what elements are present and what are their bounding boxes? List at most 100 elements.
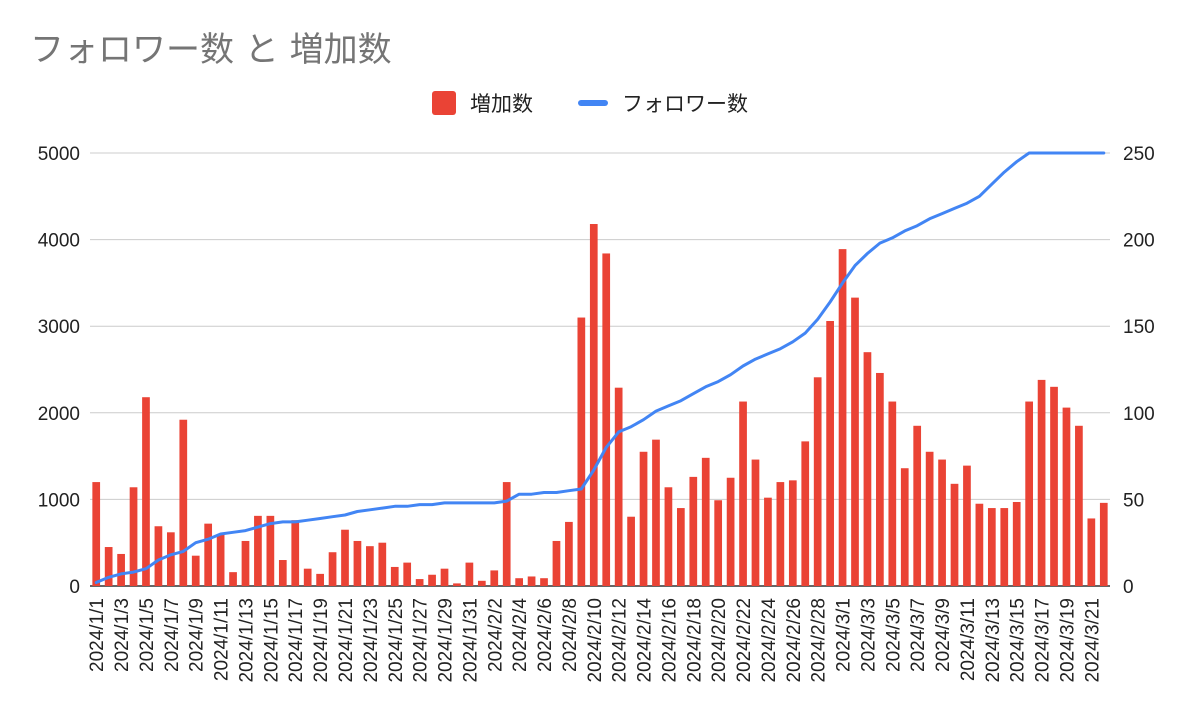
- bar: [204, 523, 213, 586]
- x-tick-label: 2024/1/9: [187, 598, 208, 672]
- x-tick-label: 2024/2/26: [784, 598, 805, 683]
- legend-item-followers: フォロワー数: [578, 88, 748, 118]
- x-tick-label: 2024/3/19: [1057, 598, 1078, 683]
- bar: [627, 516, 635, 586]
- bar: [428, 574, 436, 586]
- y-left-tick-label: 3000: [38, 317, 80, 338]
- x-tick-label: 2024/2/24: [759, 598, 780, 683]
- bar: [316, 573, 324, 586]
- bar: [652, 439, 660, 586]
- bar: [254, 515, 262, 586]
- x-tick-label: 2024/2/4: [510, 598, 531, 672]
- bar: [378, 542, 387, 586]
- x-tick-label: 2024/2/14: [635, 598, 656, 683]
- x-tick-label: 2024/3/3: [858, 598, 879, 672]
- bar: [602, 253, 611, 586]
- y-right-tick-label: 150: [1123, 317, 1155, 338]
- bar: [241, 540, 250, 586]
- y-left-tick-label: 5000: [38, 144, 80, 165]
- bar: [826, 321, 834, 586]
- bar: [1062, 407, 1071, 586]
- bar-series-increase: [92, 224, 1108, 586]
- x-tick-label: 2024/3/5: [883, 598, 904, 672]
- bar: [191, 555, 200, 586]
- bar: [900, 468, 909, 586]
- bar: [565, 521, 573, 586]
- x-tick-label: 2024/2/18: [684, 598, 705, 683]
- y-left-tick-label: 0: [69, 577, 80, 598]
- chart-legend: 増加数 フォロワー数: [0, 88, 1190, 118]
- bar: [502, 482, 511, 586]
- bar: [303, 568, 312, 586]
- bar: [291, 520, 300, 586]
- bar: [1012, 501, 1021, 586]
- bar: [440, 568, 449, 586]
- bar: [577, 317, 586, 586]
- bar: [589, 224, 598, 586]
- bar: [341, 529, 349, 586]
- x-tick-label: 2024/3/7: [908, 598, 929, 672]
- bar: [639, 451, 648, 586]
- bar: [975, 503, 984, 586]
- x-tick-label: 2024/1/25: [386, 598, 407, 683]
- bar: [701, 457, 710, 586]
- x-tick-label: 2024/2/22: [734, 598, 755, 683]
- bar: [938, 459, 946, 586]
- x-tick-label: 2024/1/31: [460, 598, 481, 683]
- chart-title: フォロワー数 と 増加数: [30, 30, 392, 70]
- bar: [788, 480, 797, 586]
- bar: [664, 487, 673, 586]
- x-tick-label: 2024/1/1: [87, 598, 108, 672]
- x-tick-label: 2024/1/23: [361, 598, 382, 683]
- bar: [403, 562, 412, 586]
- bar: [465, 562, 474, 586]
- followers-line: [94, 151, 1106, 584]
- bar: [353, 540, 362, 586]
- x-tick-label: 2024/3/11: [958, 598, 979, 681]
- bar: [813, 377, 822, 586]
- bar: [801, 441, 810, 586]
- x-tick-label: 2024/1/13: [236, 598, 257, 683]
- bar: [776, 482, 785, 586]
- bar: [888, 401, 897, 586]
- x-tick-label: 2024/3/21: [1082, 598, 1103, 683]
- bar: [1099, 502, 1108, 586]
- bar: [154, 526, 163, 586]
- bar: [987, 508, 996, 586]
- bar: [851, 297, 859, 586]
- y-right-tick-label: 250: [1123, 144, 1155, 165]
- bar: [366, 546, 374, 586]
- bar: [614, 387, 623, 586]
- bar: [963, 465, 971, 586]
- bar: [726, 477, 735, 586]
- bar: [229, 572, 237, 586]
- bar: [527, 576, 536, 586]
- x-tick-label: 2024/2/10: [585, 598, 606, 683]
- x-tick-label: 2024/3/17: [1033, 598, 1054, 683]
- bar: [876, 372, 884, 586]
- y-right-tick-label: 0: [1123, 577, 1134, 598]
- bar: [838, 249, 847, 586]
- bar: [1000, 508, 1009, 586]
- bar: [104, 547, 113, 586]
- bar: [1037, 379, 1046, 586]
- bar: [117, 553, 125, 586]
- bar: [92, 482, 101, 586]
- bar: [863, 352, 872, 586]
- bar: [764, 497, 772, 586]
- bar: [477, 580, 486, 586]
- x-tick-label: 2024/2/12: [610, 598, 631, 683]
- x-tick-label: 2024/1/17: [286, 598, 307, 683]
- bar: [278, 560, 287, 586]
- bar: [1087, 518, 1096, 586]
- x-tick-label: 2024/1/27: [411, 598, 432, 683]
- bar: [714, 500, 723, 586]
- axes: 0 1000 2000 3000 4000 5000 0 50 100 150 200 250 2024…: [38, 144, 1155, 683]
- legend-label-followers: フォロワー数: [622, 92, 748, 116]
- line-series-followers: [94, 151, 1106, 584]
- y-left-tick-label: 1000: [38, 490, 80, 511]
- x-tick-label: 2024/1/7: [162, 598, 183, 672]
- legend-swatch-followers: [578, 100, 608, 106]
- bar: [751, 459, 760, 586]
- y-right-tick-label: 50: [1123, 490, 1144, 511]
